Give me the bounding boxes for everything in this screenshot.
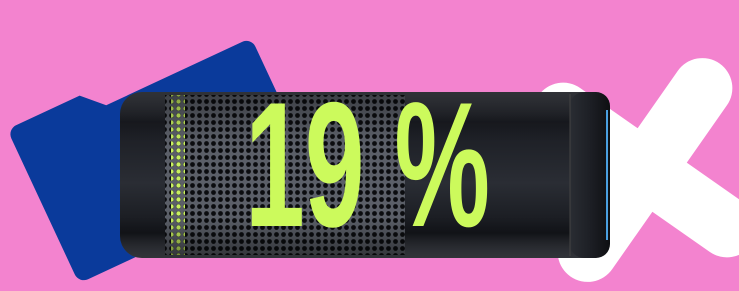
battery: 19 % <box>120 65 610 264</box>
battery-level: 19 % <box>245 65 490 264</box>
battery-graphic: 19 % <box>0 0 739 291</box>
